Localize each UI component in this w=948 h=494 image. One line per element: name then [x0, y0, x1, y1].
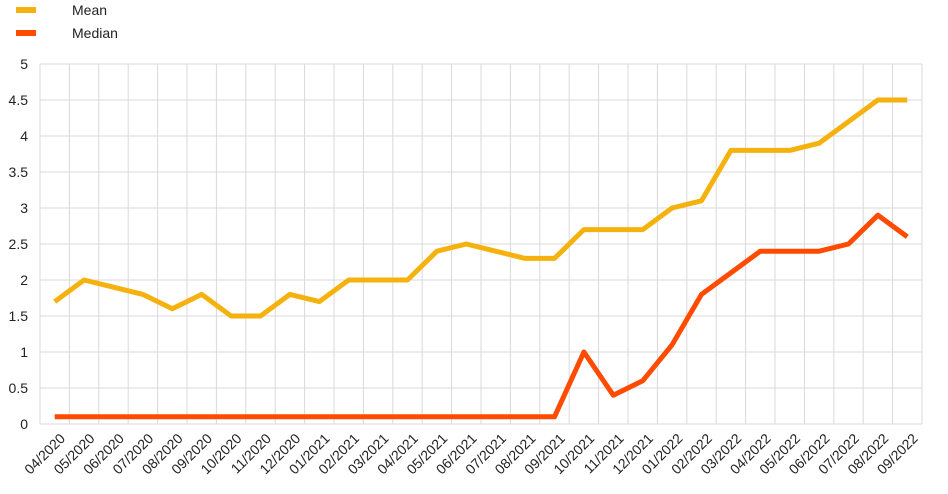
legend: Mean Median: [16, 2, 118, 41]
y-tick-label: 0: [20, 416, 28, 432]
legend-swatch-median: [16, 30, 36, 36]
y-tick-label: 1.5: [9, 308, 29, 324]
y-tick-label: 2: [20, 272, 28, 288]
y-tick-label: 1: [20, 344, 28, 360]
legend-label-mean: Mean: [72, 2, 107, 18]
x-axis: 04/202005/202006/202007/202008/202009/20…: [21, 430, 921, 477]
y-tick-label: 4: [20, 128, 28, 144]
y-tick-label: 4.5: [9, 92, 29, 108]
series-line-mean: [53, 97, 908, 319]
grid: [39, 63, 923, 425]
legend-label-median: Median: [72, 25, 118, 41]
y-tick-label: 3.5: [9, 164, 29, 180]
y-tick-label: 3: [20, 200, 28, 216]
y-tick-label: 0.5: [9, 380, 29, 396]
y-tick-label: 5: [20, 56, 28, 72]
series-lines: [53, 97, 909, 420]
y-axis: 0 0.5 1 1.5 2 2.5 3 3.5 4 4.5 5: [9, 56, 29, 432]
y-tick-label: 2.5: [9, 236, 29, 252]
legend-swatch-mean: [16, 7, 36, 13]
series-line-median: [54, 212, 909, 420]
